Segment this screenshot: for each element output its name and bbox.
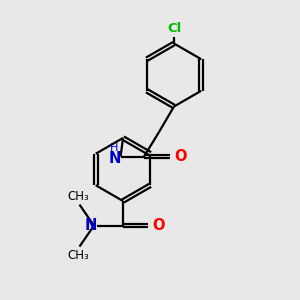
- Text: H: H: [110, 143, 118, 153]
- Text: O: O: [152, 218, 165, 233]
- Text: CH₃: CH₃: [67, 249, 89, 262]
- Text: N: N: [85, 218, 97, 232]
- Text: CH₃: CH₃: [67, 190, 89, 202]
- Text: Cl: Cl: [167, 22, 181, 35]
- Text: O: O: [174, 149, 187, 164]
- Text: N: N: [109, 151, 121, 166]
